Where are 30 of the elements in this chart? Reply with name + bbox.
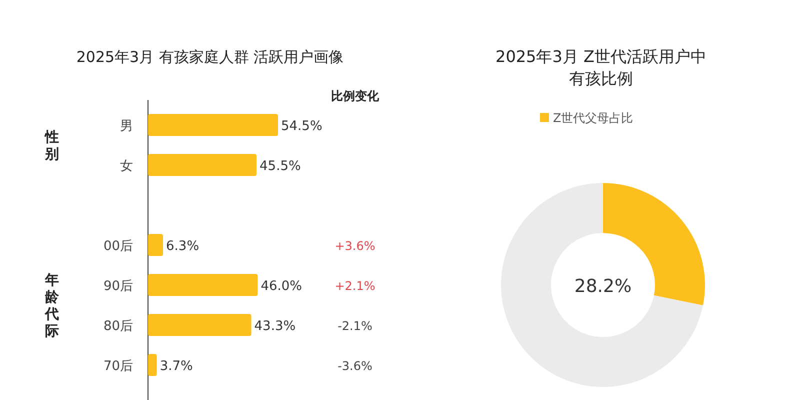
text: 28.2% bbox=[574, 276, 632, 297]
bar bbox=[148, 314, 252, 336]
chart-title: 2025年3月 Z世代活跃用户中有孩比例 bbox=[494, 46, 708, 90]
data-label: 46.0% bbox=[260, 279, 302, 294]
text: 比例变化 bbox=[331, 89, 380, 103]
data-label: 6.3% bbox=[166, 239, 200, 254]
chart-title: 2025年3月 有孩家庭人群 活跃用户画像 bbox=[75, 47, 345, 68]
data-label: 43.3% bbox=[254, 319, 296, 334]
bar bbox=[148, 114, 278, 136]
text: 性别 bbox=[44, 130, 59, 162]
data-label: 3.7% bbox=[160, 359, 193, 374]
y-tick-label: 男 bbox=[120, 119, 133, 134]
bar bbox=[148, 234, 164, 256]
text: +3.6% bbox=[334, 239, 376, 253]
y-tick-label: 00后 bbox=[103, 239, 133, 254]
text: 年龄代际 bbox=[44, 272, 60, 340]
y-tick-label: 90后 bbox=[103, 279, 133, 294]
text: -3.6% bbox=[338, 359, 372, 373]
y-tick-label: 80后 bbox=[103, 319, 133, 334]
y-tick-label: 70后 bbox=[103, 359, 133, 374]
data-label: 45.5% bbox=[260, 159, 301, 174]
bar bbox=[148, 154, 257, 176]
text: +2.1% bbox=[334, 279, 376, 293]
bar bbox=[148, 354, 157, 376]
y-tick-label: 女 bbox=[120, 159, 133, 174]
text: -2.1% bbox=[338, 319, 372, 333]
donut-slice bbox=[501, 183, 703, 387]
legend-label: Z世代父母占比 bbox=[553, 111, 634, 125]
data-label: 54.5% bbox=[281, 119, 322, 134]
bar bbox=[148, 274, 258, 296]
